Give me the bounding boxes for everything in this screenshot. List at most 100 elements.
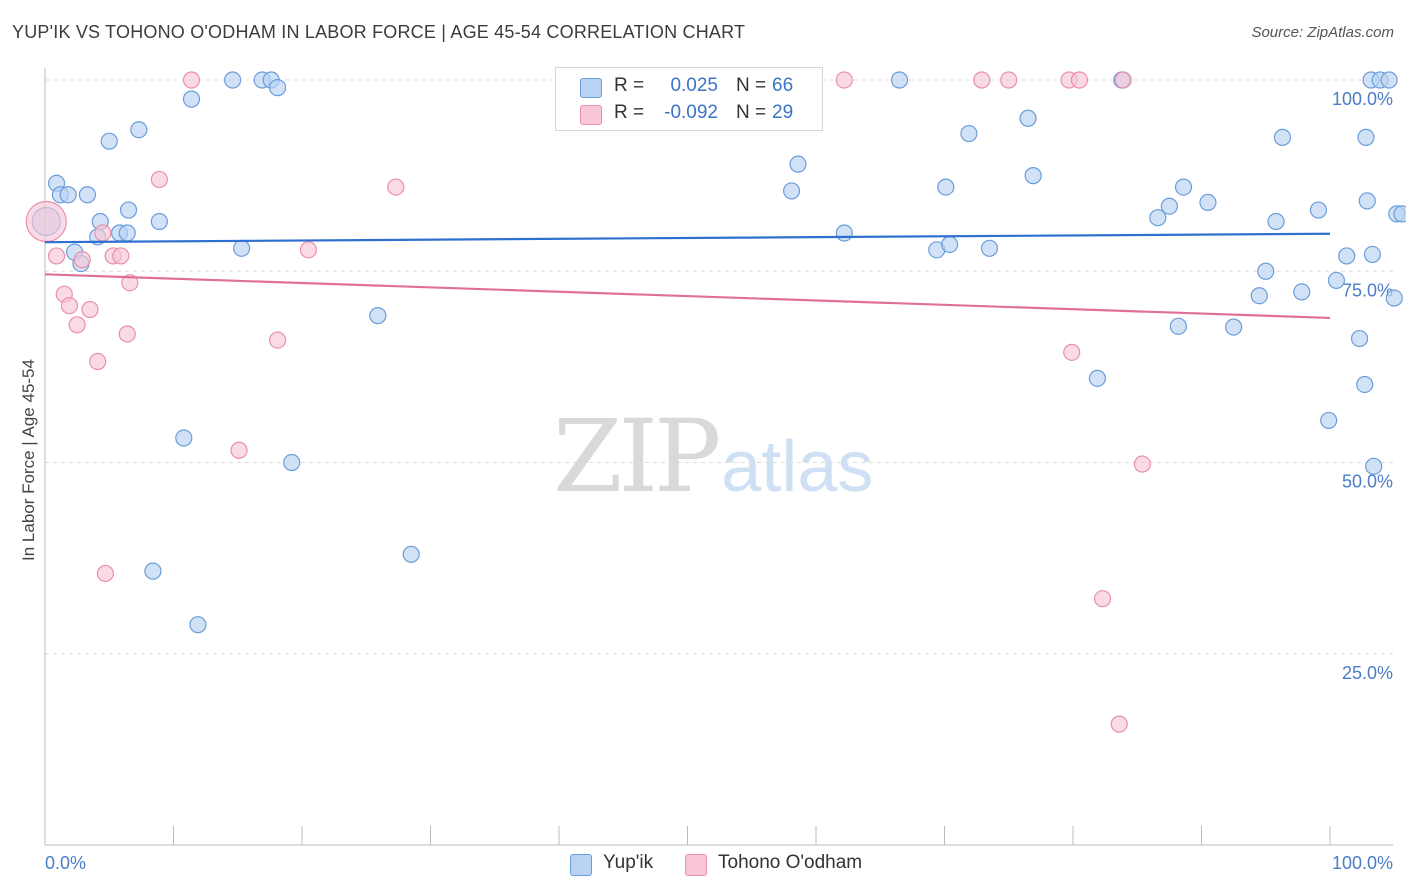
data-point-tohono xyxy=(1000,71,1018,89)
data-point-yupik xyxy=(130,121,148,139)
data-point-tohono xyxy=(1110,715,1128,733)
source-label: Source: ZipAtlas.com xyxy=(1251,24,1394,41)
data-point-yupik xyxy=(1267,212,1285,231)
data-point-yupik xyxy=(1257,262,1275,280)
data-point-yupik xyxy=(1358,192,1376,210)
data-point-yupik xyxy=(1385,289,1403,307)
data-point-yupik xyxy=(789,155,807,173)
data-point-yupik xyxy=(1088,369,1107,387)
data-point-tohono xyxy=(81,300,99,319)
data-point-yupik xyxy=(1356,375,1374,394)
data-point-yupik xyxy=(369,307,387,325)
data-point-yupik xyxy=(782,182,801,200)
data-point-yupik xyxy=(1149,209,1167,227)
series-legend: Yup'ik Tohono O'odham xyxy=(0,852,1406,878)
data-point-yupik xyxy=(1199,193,1217,211)
trend-line-tohono xyxy=(44,273,1331,320)
data-point-tohono xyxy=(1063,343,1081,361)
data-point-yupik xyxy=(941,235,959,254)
series-swatch-tohono xyxy=(685,854,707,876)
legend-row-yupik: R = 0.025 N = 66 xyxy=(556,75,822,101)
data-point-yupik xyxy=(937,178,955,196)
data-point-tohono xyxy=(112,247,130,265)
zipatlas-watermark: ZIPatlas xyxy=(553,398,873,515)
data-point-yupik xyxy=(1250,287,1268,305)
series-tohono xyxy=(25,71,1151,733)
data-point-tohono xyxy=(94,224,112,242)
data-point-yupik xyxy=(402,545,420,563)
data-point-yupik xyxy=(182,90,201,108)
data-point-tohono xyxy=(182,71,201,89)
data-point-tohono xyxy=(150,170,168,189)
data-point-yupik xyxy=(1350,329,1369,348)
legend-r-label: R = xyxy=(614,75,645,96)
legend-r-label: R = xyxy=(614,102,645,123)
data-point-tohono xyxy=(1093,590,1112,608)
data-point-yupik xyxy=(1169,317,1187,335)
legend: R = 0.025 N = 66 R = -0.092 N = 29 xyxy=(555,67,823,131)
series-label-tohono: Tohono O'odham xyxy=(718,852,863,873)
series-label-yupik: Yup'ik xyxy=(603,852,654,873)
legend-r-value-yupik: 0.025 xyxy=(670,75,718,96)
data-point-yupik xyxy=(100,132,118,150)
data-point-yupik xyxy=(1357,128,1375,146)
legend-n-value-tohono: 29 xyxy=(772,102,794,123)
data-point-yupik xyxy=(960,124,978,143)
data-point-tohono xyxy=(60,297,79,315)
data-point-yupik xyxy=(1225,318,1243,336)
data-point-yupik xyxy=(1393,205,1406,223)
data-point-yupik xyxy=(980,239,999,257)
data-point-yupik xyxy=(78,186,97,204)
x-tick-label: 0.0% xyxy=(45,853,86,873)
y-axis-title: In Labor Force | Age 45-54 xyxy=(19,359,38,561)
data-point-tohono xyxy=(118,325,136,343)
data-point-yupik xyxy=(1019,109,1037,127)
data-point-yupik xyxy=(150,212,168,231)
data-point-yupik xyxy=(1320,411,1338,430)
data-point-yupik xyxy=(1309,201,1328,219)
series-yupik xyxy=(31,69,1406,634)
data-point-yupik xyxy=(1160,197,1178,215)
trend-line-yupik xyxy=(44,232,1331,244)
chart-title: YUP'IK VS TOHONO O'ODHAM IN LABOR FORCE … xyxy=(12,22,746,42)
legend-swatch-tohono xyxy=(580,105,602,125)
data-point-tohono xyxy=(89,352,107,371)
data-point-yupik xyxy=(144,562,162,580)
y-tick-label: 100.0% xyxy=(1332,89,1393,109)
data-point-tohono xyxy=(1114,71,1132,89)
data-point-tohono xyxy=(121,274,139,292)
y-tick-label: 25.0% xyxy=(1342,663,1393,683)
y-tick-label: 50.0% xyxy=(1342,472,1393,492)
data-point-yupik xyxy=(59,186,77,204)
x-tick-label: 100.0% xyxy=(1332,853,1393,873)
data-point-yupik xyxy=(890,71,909,89)
series-swatch-yupik xyxy=(570,854,592,876)
data-point-yupik xyxy=(1174,178,1193,196)
legend-row-tohono: R = -0.092 N = 29 xyxy=(556,102,822,128)
data-point-yupik xyxy=(835,224,853,242)
watermark-atlas: atlas xyxy=(721,427,874,507)
data-point-tohono xyxy=(387,178,405,196)
data-point-yupik xyxy=(1380,71,1398,89)
legend-n-label: N = xyxy=(736,75,767,96)
data-point-yupik xyxy=(1293,283,1311,301)
legend-swatch-yupik xyxy=(580,78,602,98)
data-point-tohono xyxy=(47,247,66,265)
data-point-yupik xyxy=(1338,247,1356,265)
data-point-yupik xyxy=(118,224,136,242)
legend-r-value-tohono: -0.092 xyxy=(664,102,718,123)
data-point-tohono xyxy=(1133,455,1151,473)
data-point-yupik xyxy=(189,616,207,634)
legend-n-value-yupik: 66 xyxy=(772,75,794,96)
data-point-tohono xyxy=(973,71,991,89)
data-point-yupik xyxy=(1273,128,1292,146)
data-point-tohono xyxy=(68,316,86,334)
data-point-yupik xyxy=(268,79,287,97)
y-tick-label: 75.0% xyxy=(1342,280,1393,300)
data-point-yupik xyxy=(1024,167,1042,185)
data-point-tohono xyxy=(73,251,91,269)
data-point-yupik xyxy=(233,239,251,257)
watermark-zip: ZIP xyxy=(553,398,721,515)
data-point-yupik xyxy=(119,201,138,219)
